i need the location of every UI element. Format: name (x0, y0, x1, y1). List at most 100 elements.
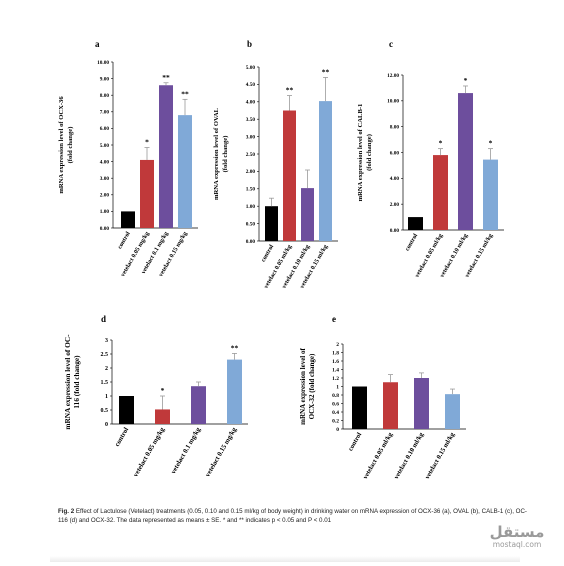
significance-marker: * (489, 139, 493, 148)
y-tick-label: 7.00 (100, 110, 110, 116)
y-axis-label: OCX-32 (fold change) (308, 353, 316, 419)
chart-panel-a: a 0.00 1.00 2.00 3.00 4.00 5.00 6.00 7.00 8.00 9.0… (58, 39, 198, 278)
y-tick-label: 1.4 (332, 367, 339, 373)
panel-letter: c (389, 39, 393, 49)
bar (301, 188, 314, 241)
watermark-latin: mostaql.com (492, 540, 542, 549)
watermark-arabic: مستقل (489, 523, 545, 541)
y-tick-label: 1 (336, 384, 339, 390)
y-tick-label: 2.5 (101, 352, 109, 358)
bar (155, 409, 170, 424)
y-tick-label: 3.00 (246, 134, 256, 140)
y-tick-label: 0.00 (390, 228, 400, 234)
category-label: vetelact 0.05 ml/kg (362, 431, 395, 481)
chart-panel-d: d 0 0.5 1 1.5 2 2.5 3 mRNA expression level of O… (63, 314, 248, 478)
y-axis-label: 116 (fold change) (72, 355, 81, 409)
bar (458, 93, 473, 230)
category-label: vetelact 0.15 ml/kg (424, 431, 457, 481)
bar (383, 382, 398, 429)
watermark-logo: مستقل mostaql.com (487, 524, 547, 549)
category-label: control (404, 232, 420, 252)
y-axis-label: mRNA expression level of OVAL (213, 107, 220, 200)
bar (121, 211, 135, 228)
y-tick-label: 0.4 (332, 410, 339, 416)
y-axis-label: mRNA expression level of OCX-36 (58, 96, 65, 194)
y-tick-label: 1.5 (101, 380, 109, 386)
bar (140, 159, 154, 228)
category-label: control (116, 230, 132, 250)
significance-marker: ** (286, 86, 294, 95)
bar (445, 394, 460, 429)
bar (191, 386, 206, 424)
bar (265, 206, 278, 241)
y-tick-label: 8.00 (100, 93, 110, 99)
y-tick-label: 4.50 (246, 82, 256, 88)
y-tick-label: 12.00 (387, 73, 399, 79)
caption-label: Fig. 2 (58, 508, 75, 515)
y-axis-label: mRNA expression level of (299, 347, 307, 424)
y-tick-label: 6.00 (390, 150, 400, 156)
y-tick-label: 5.00 (100, 143, 110, 149)
y-tick-label: 3 (105, 338, 108, 344)
y-tick-label: 0.50 (246, 221, 256, 227)
y-tick-label: 1.00 (246, 204, 256, 210)
y-tick-label: 1 (105, 394, 108, 400)
category-label: vetelact 0.15 mg/kg (204, 426, 238, 478)
y-tick-label: 2.00 (100, 193, 110, 199)
bar (319, 101, 332, 241)
y-tick-label: 0 (336, 427, 339, 433)
chart-panel-e: e 0 0.2 0.4 0.6 0.8 1 1.2 1.4 1.6 1.8 2 mRNA express… (299, 314, 466, 481)
significance-marker: ** (231, 343, 239, 352)
y-tick-label: 5.00 (246, 65, 256, 71)
y-axis-label: mRNA expression level of OC- (63, 334, 72, 430)
y-tick-label: 2 (105, 366, 108, 372)
bar (283, 110, 296, 241)
category-label: control (114, 426, 130, 447)
y-tick-label: 0.6 (332, 401, 339, 407)
panel-letter: e (332, 314, 336, 324)
chart-panel-c: c 0.00 2.00 4.00 6.00 8.00 10.00 12.00 mRNA expr… (357, 39, 504, 279)
bar (159, 85, 173, 229)
y-tick-label: 2.00 (246, 169, 256, 175)
y-tick-label: 6.00 (100, 126, 110, 132)
category-label: vetelact 0.10 ml/kg (393, 431, 426, 481)
category-label: vetelact 0.1 mg/kg (170, 426, 203, 475)
y-tick-label: 0.5 (101, 408, 109, 414)
bar (408, 217, 423, 230)
y-tick-label: 4.00 (100, 159, 110, 165)
bar (352, 386, 367, 429)
significance-marker: ** (162, 73, 170, 82)
y-tick-label: 4.00 (390, 176, 400, 182)
y-tick-label: 1.8 (332, 350, 339, 356)
panel-letter: d (101, 314, 106, 324)
y-tick-label: 1.2 (332, 376, 339, 382)
figure-caption: Fig. 2 Effect of Lactulose (Vetelact) tr… (58, 508, 528, 525)
y-tick-label: 2 (336, 342, 339, 348)
significance-marker: * (145, 137, 149, 146)
y-tick-label: 8.00 (390, 124, 400, 130)
y-tick-label: 1.50 (246, 187, 256, 193)
panel-letter: b (247, 39, 252, 49)
y-tick-label: 2.00 (390, 202, 400, 208)
y-tick-label: 3.00 (100, 176, 110, 182)
y-tick-label: 10.00 (97, 60, 109, 66)
y-tick-label: 0.00 (246, 239, 256, 245)
bar (119, 396, 134, 424)
significance-marker: ** (322, 67, 330, 76)
y-axis-label: mRNA expression level of CALB-1 (357, 104, 364, 202)
category-label: control (260, 243, 276, 263)
y-tick-label: 4.00 (246, 100, 256, 106)
significance-marker: * (464, 76, 468, 85)
y-tick-label: 9.00 (100, 76, 110, 82)
y-axis-label: (fold change) (222, 136, 229, 173)
caption-text: Effect of Lactulose (Vetelact) treatment… (58, 508, 527, 524)
chart-panel-b: b 0.00 0.50 1.00 1.50 2.00 2.50 3.00 3.50 4.00 4.5… (213, 39, 338, 290)
significance-marker: ** (181, 89, 189, 98)
y-tick-label: 0.2 (332, 418, 339, 424)
y-axis-label: (fold change) (366, 134, 373, 171)
y-tick-label: 0.8 (332, 393, 339, 399)
cut-off-text-strip (50, 556, 520, 562)
y-tick-label: 0.00 (100, 226, 110, 232)
panel-letter: a (95, 39, 100, 49)
